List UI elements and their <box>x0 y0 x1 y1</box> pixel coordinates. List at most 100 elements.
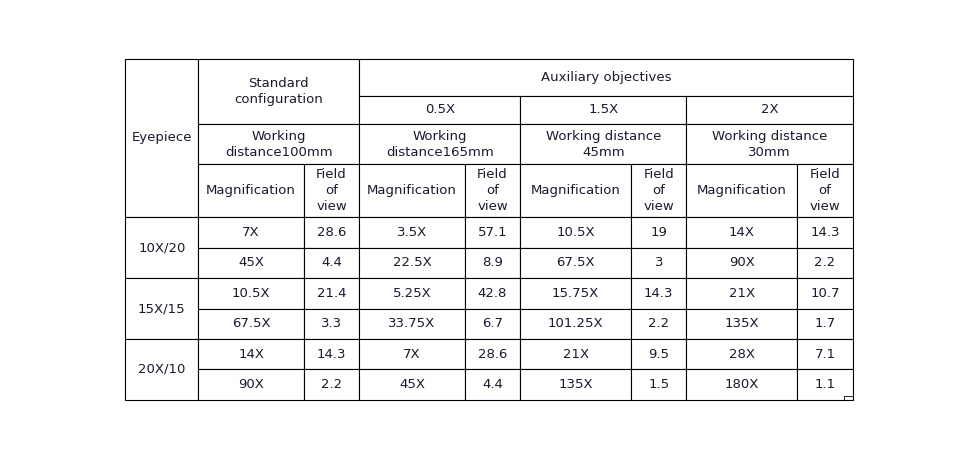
Bar <box>686 278 797 309</box>
Text: Field
of
view: Field of view <box>315 168 347 213</box>
Text: 6.7: 6.7 <box>481 317 502 330</box>
Text: 1.7: 1.7 <box>814 317 835 330</box>
Bar <box>464 278 519 309</box>
Bar <box>125 278 198 339</box>
Text: 14.3: 14.3 <box>316 348 346 361</box>
Text: 21.4: 21.4 <box>316 287 346 300</box>
Bar <box>304 309 359 339</box>
Text: 4.4: 4.4 <box>321 257 342 269</box>
Bar <box>359 309 464 339</box>
Bar <box>797 370 852 400</box>
Bar <box>686 339 797 370</box>
Bar <box>304 370 359 400</box>
Bar <box>519 370 630 400</box>
Text: 1.1: 1.1 <box>814 378 835 391</box>
Text: 9.5: 9.5 <box>647 348 669 361</box>
Text: 10.5X: 10.5X <box>232 287 271 300</box>
Text: 28.6: 28.6 <box>316 226 346 239</box>
Bar <box>797 278 852 309</box>
Bar <box>198 59 359 124</box>
Bar <box>198 164 304 217</box>
Bar <box>359 164 464 217</box>
Bar <box>359 248 464 278</box>
Text: 28X: 28X <box>728 348 754 361</box>
Text: Working
distance165mm: Working distance165mm <box>386 130 493 159</box>
Text: 90X: 90X <box>238 378 264 391</box>
Text: 90X: 90X <box>728 257 754 269</box>
Bar <box>797 248 852 278</box>
Bar <box>198 370 304 400</box>
Text: Magnification: Magnification <box>367 184 456 197</box>
Bar <box>519 217 630 248</box>
Text: 67.5X: 67.5X <box>556 257 595 269</box>
Bar <box>686 309 797 339</box>
Text: 33.75X: 33.75X <box>388 317 436 330</box>
Bar <box>125 59 198 217</box>
Bar <box>359 278 464 309</box>
Text: 7.1: 7.1 <box>814 348 835 361</box>
Bar <box>359 339 464 370</box>
Bar <box>630 164 686 217</box>
Text: 10.5X: 10.5X <box>556 226 595 239</box>
Text: 42.8: 42.8 <box>477 287 507 300</box>
Text: 14X: 14X <box>728 226 754 239</box>
Text: Working distance
45mm: Working distance 45mm <box>545 130 660 159</box>
Text: 28.6: 28.6 <box>477 348 507 361</box>
Text: 135X: 135X <box>723 317 759 330</box>
Text: 2X: 2X <box>760 104 778 116</box>
Bar <box>797 339 852 370</box>
Text: Eyepiece: Eyepiece <box>132 132 192 144</box>
Text: 15.75X: 15.75X <box>552 287 598 300</box>
Text: 21X: 21X <box>728 287 754 300</box>
Bar <box>686 370 797 400</box>
Bar <box>797 164 852 217</box>
Bar <box>464 217 519 248</box>
Text: 135X: 135X <box>558 378 593 391</box>
Bar <box>797 217 852 248</box>
Text: 19: 19 <box>650 226 666 239</box>
Text: 2.2: 2.2 <box>814 257 835 269</box>
Text: 3.3: 3.3 <box>321 317 342 330</box>
Text: 4.4: 4.4 <box>481 378 502 391</box>
Bar <box>359 124 519 164</box>
Bar <box>519 164 630 217</box>
Bar <box>519 124 686 164</box>
Bar <box>519 248 630 278</box>
Text: 22.5X: 22.5X <box>393 257 431 269</box>
Bar <box>686 124 852 164</box>
Text: 10.7: 10.7 <box>809 287 839 300</box>
Text: Magnification: Magnification <box>206 184 295 197</box>
Text: 0.5X: 0.5X <box>424 104 455 116</box>
Bar <box>519 278 630 309</box>
Text: 15X/15: 15X/15 <box>138 302 186 315</box>
Bar <box>842 396 852 400</box>
Text: 45X: 45X <box>398 378 425 391</box>
Bar <box>304 164 359 217</box>
Text: Magnification: Magnification <box>697 184 786 197</box>
Text: 57.1: 57.1 <box>477 226 507 239</box>
Bar <box>198 248 304 278</box>
Text: Standard
configuration: Standard configuration <box>234 77 323 106</box>
Text: Working distance
30mm: Working distance 30mm <box>711 130 826 159</box>
Bar <box>519 309 630 339</box>
Bar <box>198 278 304 309</box>
Text: 45X: 45X <box>238 257 264 269</box>
Text: 3.5X: 3.5X <box>396 226 427 239</box>
Bar <box>464 370 519 400</box>
Text: 14X: 14X <box>238 348 264 361</box>
Bar <box>519 95 686 124</box>
Text: 2.2: 2.2 <box>647 317 669 330</box>
Text: 67.5X: 67.5X <box>232 317 271 330</box>
Bar <box>630 370 686 400</box>
Bar <box>304 248 359 278</box>
Bar <box>630 339 686 370</box>
Text: 8.9: 8.9 <box>481 257 502 269</box>
Text: 2.2: 2.2 <box>321 378 342 391</box>
Bar <box>686 217 797 248</box>
Text: 14.3: 14.3 <box>643 287 673 300</box>
Bar <box>198 124 359 164</box>
Bar <box>359 217 464 248</box>
Bar <box>304 339 359 370</box>
Text: 5.25X: 5.25X <box>393 287 431 300</box>
Text: 180X: 180X <box>724 378 759 391</box>
